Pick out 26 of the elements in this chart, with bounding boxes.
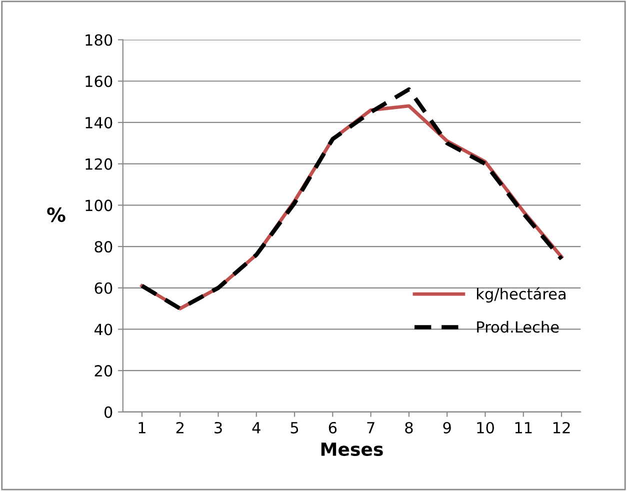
y-tick-label: 40 [94,324,112,336]
y-tick-label: 60 [94,282,112,294]
x-tick-label: 11 [515,422,532,434]
y-tick-label: 120 [86,158,112,170]
y-tick-label: 100 [86,200,112,212]
x-tick-label: 3 [214,422,222,434]
y-axis-title: % [47,207,66,222]
x-tick-label: 8 [405,422,413,434]
x-axis-title: Meses [321,442,383,456]
x-tick-label: 6 [328,422,337,434]
x-tick-label: 4 [252,422,260,434]
x-tick-label: 5 [290,422,298,434]
y-tick-label: 180 [86,34,112,46]
x-tick-label: 10 [477,422,494,434]
x-tick-label: 9 [443,422,451,434]
x-tick-label: 12 [553,422,570,434]
y-tick-label: 20 [94,365,112,377]
x-tick-label: 2 [176,422,184,434]
y-tick-label: 160 [86,76,112,88]
legend-label: kg/hectárea [477,287,566,303]
y-tick-label: 80 [94,241,112,253]
legend-label: Prod.Leche [477,320,559,333]
x-tick-label: 1 [138,422,146,434]
y-tick-label: 0 [104,406,112,418]
y-tick-label: 140 [86,116,112,128]
x-tick-label: 7 [367,422,374,434]
